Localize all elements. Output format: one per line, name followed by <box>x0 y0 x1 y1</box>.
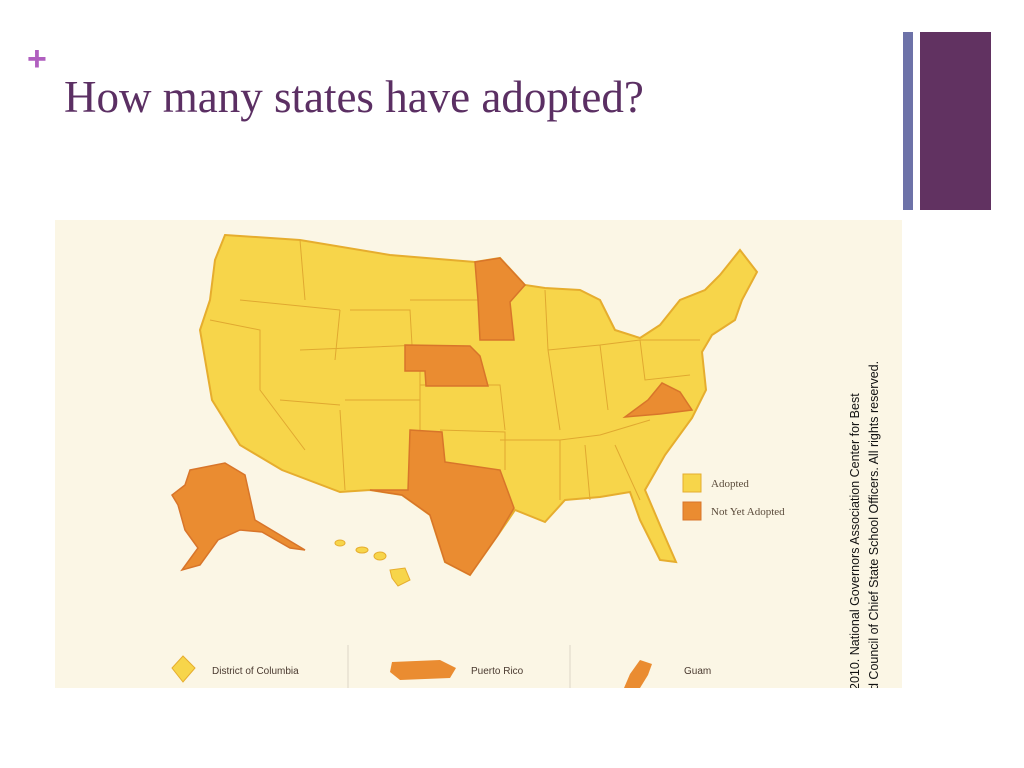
puerto-rico-icon <box>390 660 456 680</box>
territory-label: Guam <box>684 666 711 677</box>
credit-line: d Council of Chief State School Officers… <box>867 361 881 690</box>
legend-swatch-not-adopted <box>682 501 702 521</box>
state-nebraska <box>404 344 489 387</box>
territory-label: District of Columbia <box>212 666 299 677</box>
state-virginia <box>622 382 694 418</box>
slide-title: How many states have adopted? <box>64 72 644 122</box>
credit-line: 2010. National Governors Association Cen… <box>848 393 862 690</box>
accent-bar <box>920 32 991 210</box>
accent-bar-thin <box>903 32 913 210</box>
state-alaska <box>171 462 306 572</box>
territory-label: Puerto Rico <box>471 666 524 677</box>
dc-icon <box>171 655 196 683</box>
hawaii <box>334 539 411 587</box>
state-minnesota <box>474 257 527 341</box>
guam-icon <box>624 660 652 688</box>
legend-label: Adopted <box>711 478 749 490</box>
map-image: Adopted Not Yet Adopted District of Colu… <box>55 220 902 690</box>
legend-swatch-adopted <box>682 473 702 493</box>
state-texas <box>369 429 515 576</box>
legend-label: Not Yet Adopted <box>711 506 785 518</box>
bullet: + <box>27 40 47 78</box>
